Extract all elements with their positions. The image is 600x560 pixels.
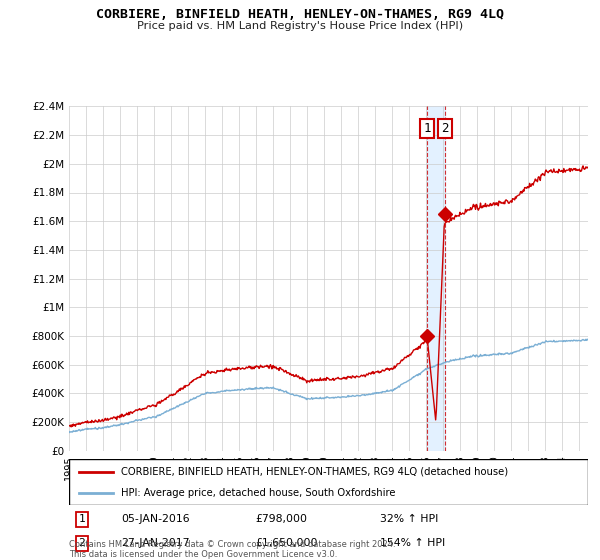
Text: Contains HM Land Registry data © Crown copyright and database right 2024.
This d: Contains HM Land Registry data © Crown c…: [69, 540, 395, 559]
Text: 154% ↑ HPI: 154% ↑ HPI: [380, 538, 446, 548]
Text: CORBIERE, BINFIELD HEATH, HENLEY-ON-THAMES, RG9 4LQ (detached house): CORBIERE, BINFIELD HEATH, HENLEY-ON-THAM…: [121, 466, 508, 477]
Text: 1: 1: [79, 515, 85, 524]
Text: 27-JAN-2017: 27-JAN-2017: [121, 538, 190, 548]
Text: £798,000: £798,000: [256, 515, 308, 524]
Text: £1,650,000: £1,650,000: [256, 538, 319, 548]
Text: 32% ↑ HPI: 32% ↑ HPI: [380, 515, 439, 524]
Text: 1: 1: [423, 122, 431, 136]
Text: 2: 2: [441, 122, 448, 136]
Text: Price paid vs. HM Land Registry's House Price Index (HPI): Price paid vs. HM Land Registry's House …: [137, 21, 463, 31]
Text: CORBIERE, BINFIELD HEATH, HENLEY-ON-THAMES, RG9 4LQ: CORBIERE, BINFIELD HEATH, HENLEY-ON-THAM…: [96, 8, 504, 21]
Text: 05-JAN-2016: 05-JAN-2016: [121, 515, 190, 524]
Text: 2: 2: [79, 538, 85, 548]
Bar: [427, 106, 445, 451]
Text: HPI: Average price, detached house, South Oxfordshire: HPI: Average price, detached house, Sout…: [121, 488, 395, 498]
